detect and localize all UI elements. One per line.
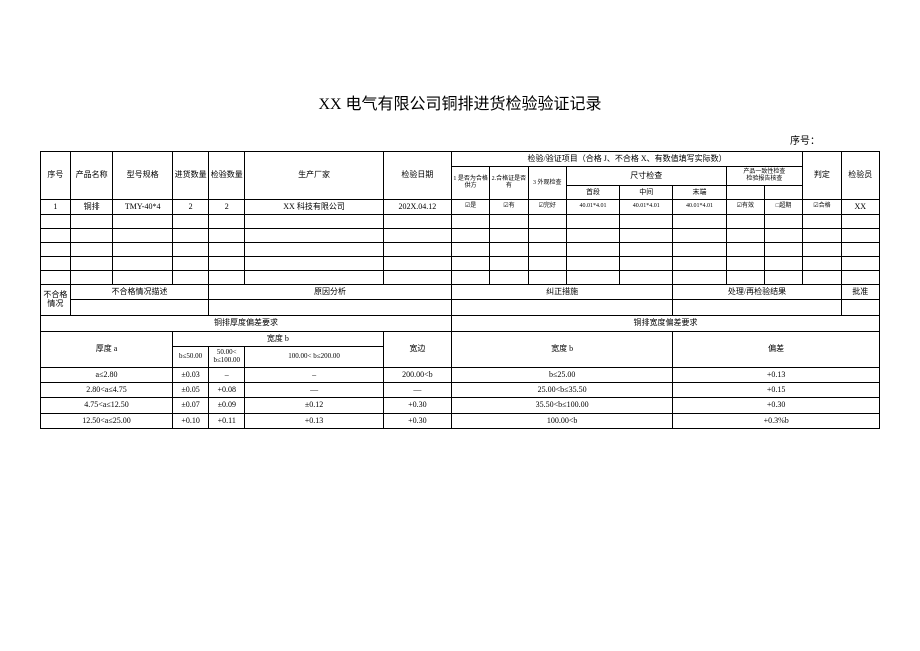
- nc-result-v: [673, 300, 841, 316]
- tr2v4: —: [383, 383, 451, 398]
- tr3v2: ±0.09: [209, 398, 245, 413]
- cell-seq: 1: [41, 199, 71, 214]
- th-judge: 判定: [803, 152, 841, 200]
- th-cons-sub1: [726, 185, 764, 199]
- cell-c3: ☑完好: [528, 199, 566, 214]
- cell-name: 铜排: [70, 199, 113, 214]
- nc-label: 不合格情况: [41, 285, 71, 316]
- tr1a: a≤2.80: [41, 367, 173, 382]
- cell-d1: 40.01*4.01: [566, 199, 619, 214]
- thick-b2: 50.00< b≤100.00: [209, 347, 245, 367]
- width-b: 宽度 b: [451, 331, 672, 367]
- tr2v2: +0.08: [209, 383, 245, 398]
- th-name: 产品名称: [70, 152, 113, 200]
- tr4v2: +0.11: [209, 413, 245, 428]
- th-c1: 1 是否为合格供方: [451, 167, 489, 199]
- tr3v1: ±0.07: [172, 398, 208, 413]
- cell-cons1: ☑有效: [726, 199, 764, 214]
- th-spec: 型号规格: [113, 152, 173, 200]
- th-inqty: 进货数量: [172, 152, 208, 200]
- th-c3: 3 外观检查: [528, 167, 566, 199]
- cell-inqty: 2: [172, 199, 208, 214]
- tr4v1: +0.10: [172, 413, 208, 428]
- th-dim-a: 首段: [566, 185, 619, 199]
- tr3a: 4.75<a≤12.50: [41, 398, 173, 413]
- sequence-label: 序号：: [40, 132, 880, 147]
- th-cons-sub2: [764, 185, 802, 199]
- thick-title: 铜排厚度偏差要求: [41, 316, 452, 331]
- width-title: 铜排宽度偏差要求: [451, 316, 879, 331]
- tr4a: 12.50<a≤25.00: [41, 413, 173, 428]
- cell-d2: 40.01*4.01: [620, 199, 673, 214]
- nc-approve-h: 批准: [841, 285, 879, 300]
- tr2a: 2.80<a≤4.75: [41, 383, 173, 398]
- consist-sub-label: 检验报告核查: [728, 176, 802, 183]
- th-dim-c: 末端: [673, 185, 726, 199]
- nc-desc-v: [70, 300, 208, 316]
- thick-a: 厚度 a: [41, 331, 173, 367]
- cell-c1: ☑是: [451, 199, 489, 214]
- tr1v4: 200.00<b: [383, 367, 451, 382]
- nc-approve-v: [841, 300, 879, 316]
- th-date: 检验日期: [383, 152, 451, 200]
- nc-action-v: [451, 300, 672, 316]
- wd2: +0.15: [673, 383, 880, 398]
- tr2v1: ±0.05: [172, 383, 208, 398]
- nc-cause-h: 原因分析: [209, 285, 452, 300]
- width-dev: 偏差: [673, 331, 880, 367]
- thick-b: 宽度 b: [172, 331, 383, 346]
- tr4v3: +0.13: [245, 413, 383, 428]
- cell-spec: TMY-40*4: [113, 199, 173, 214]
- cell-testqty: 2: [209, 199, 245, 214]
- wr2: 25.00<b≤35.50: [451, 383, 672, 398]
- th-dim-group: 尺寸检查: [566, 167, 726, 185]
- page-title: XX 电气有限公司铜排进货检验验证记录: [40, 90, 880, 114]
- wd3: +0.30: [673, 398, 880, 413]
- thick-b1: b≤50.00: [172, 347, 208, 367]
- wr3: 35.50<b≤100.00: [451, 398, 672, 413]
- tr1v1: ±0.03: [172, 367, 208, 382]
- tr2v3: —: [245, 383, 383, 398]
- nc-cause-v: [209, 300, 452, 316]
- tr1v2: –: [209, 367, 245, 382]
- cell-date: 202X.04.12: [383, 199, 451, 214]
- cell-maker: XX 科技有限公司: [245, 199, 383, 214]
- cell-inspector: XX: [841, 199, 879, 214]
- thick-b3: 100.00< b≤200.00: [245, 347, 383, 367]
- th-maker: 生产厂家: [245, 152, 383, 200]
- nc-desc-h: 不合格情况描述: [70, 285, 208, 300]
- th-consist-group: 产品一致性检查 检验报告核查: [726, 167, 803, 185]
- tr3v3: ±0.12: [245, 398, 383, 413]
- tr4v4: +0.30: [383, 413, 451, 428]
- wr1: b≤25.00: [451, 367, 672, 382]
- th-inspector: 检验员: [841, 152, 879, 200]
- th-seq: 序号: [41, 152, 71, 200]
- cell-cons2: □超期: [764, 199, 802, 214]
- cell-judge: ☑合格: [803, 199, 841, 214]
- th-c2: 2.合格证是否有: [490, 167, 528, 199]
- consist-group-label: 产品一致性检查: [728, 169, 802, 176]
- cell-d3: 40.01*4.01: [673, 199, 726, 214]
- wr4: 100.00<b: [451, 413, 672, 428]
- main-table: 序号 产品名称 型号规格 进货数量 检验数量 生产厂家 检验日期 检验/验证项目…: [40, 151, 880, 429]
- tr3v4: +0.30: [383, 398, 451, 413]
- tr1v3: –: [245, 367, 383, 382]
- wd1: +0.13: [673, 367, 880, 382]
- th-proj-group: 检验/验证项目（合格 J、不合格 X、有数值填写实际数）: [451, 152, 802, 167]
- th-dim-b: 中间: [620, 185, 673, 199]
- nc-result-h: 处理/再检验结果: [673, 285, 841, 300]
- nc-action-h: 纠正措施: [451, 285, 672, 300]
- cell-c2: ☑有: [490, 199, 528, 214]
- thick-side: 宽边: [383, 331, 451, 367]
- th-testqty: 检验数量: [209, 152, 245, 200]
- wd4: +0.3%b: [673, 413, 880, 428]
